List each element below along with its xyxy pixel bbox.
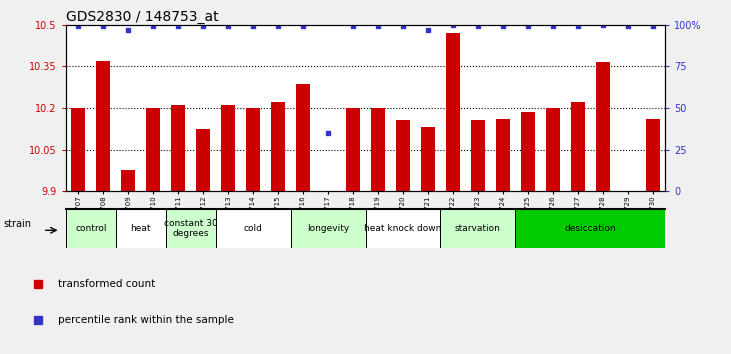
Bar — [72, 108, 85, 191]
Text: GDS2830 / 148753_at: GDS2830 / 148753_at — [66, 10, 219, 24]
Bar — [246, 108, 260, 191]
Bar — [146, 108, 160, 191]
Bar — [515, 209, 665, 248]
Text: constant 30
degrees: constant 30 degrees — [164, 219, 218, 238]
Bar — [396, 120, 410, 191]
Bar — [571, 102, 585, 191]
Bar — [290, 209, 366, 248]
Bar — [296, 84, 310, 191]
Text: transformed count: transformed count — [58, 279, 156, 289]
Bar — [646, 119, 659, 191]
Bar — [596, 62, 610, 191]
Bar — [96, 61, 110, 191]
Bar — [446, 33, 460, 191]
Bar — [440, 209, 515, 248]
Bar — [171, 105, 185, 191]
Text: cold: cold — [243, 224, 262, 233]
Text: heat: heat — [130, 224, 151, 233]
Bar — [216, 209, 290, 248]
Text: control: control — [75, 224, 107, 233]
Text: strain: strain — [3, 219, 31, 229]
Bar — [371, 108, 385, 191]
Bar — [421, 127, 435, 191]
Bar — [121, 170, 135, 191]
Bar — [521, 112, 534, 191]
Bar — [197, 129, 210, 191]
Bar — [221, 105, 235, 191]
Bar — [346, 108, 360, 191]
Bar — [496, 119, 510, 191]
Bar — [66, 209, 115, 248]
Bar — [166, 209, 216, 248]
Bar — [546, 108, 560, 191]
Bar — [471, 120, 485, 191]
Text: heat knock down: heat knock down — [364, 224, 442, 233]
Text: percentile rank within the sample: percentile rank within the sample — [58, 315, 234, 325]
Bar — [271, 102, 285, 191]
Bar — [115, 209, 166, 248]
Text: starvation: starvation — [455, 224, 501, 233]
Bar — [366, 209, 440, 248]
Text: longevity: longevity — [307, 224, 349, 233]
Text: desiccation: desiccation — [564, 224, 616, 233]
